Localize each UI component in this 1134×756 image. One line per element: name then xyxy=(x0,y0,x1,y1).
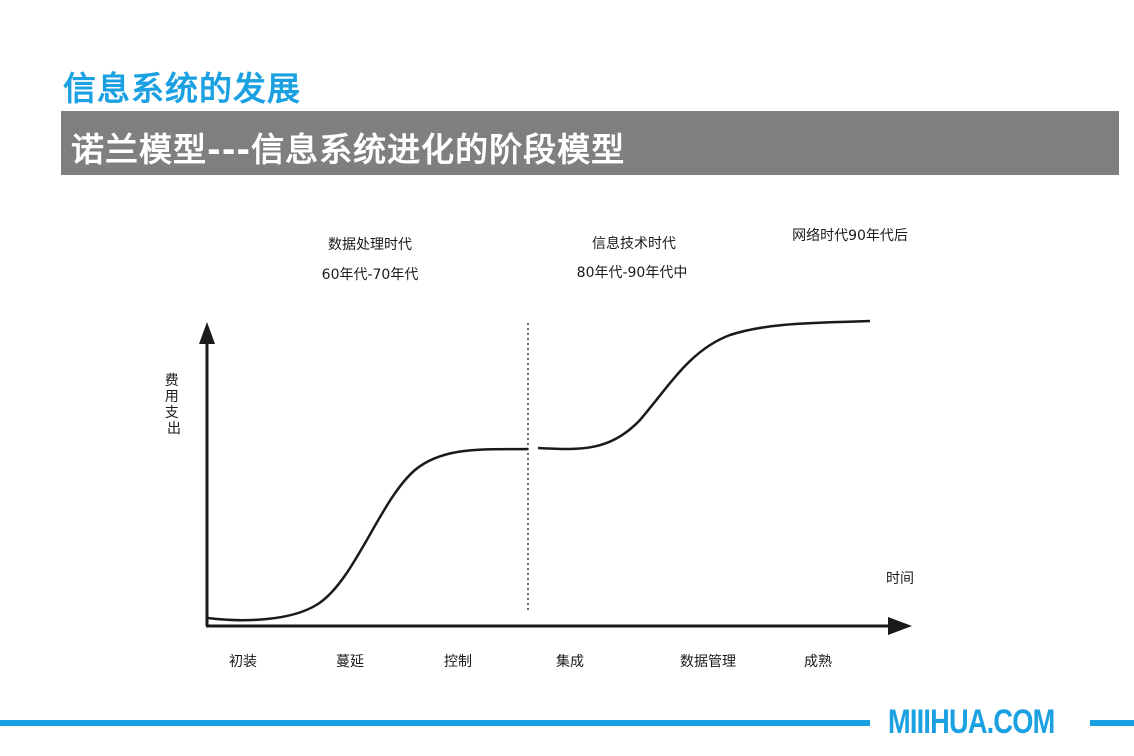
banner-title: 诺兰模型---信息系统进化的阶段模型 xyxy=(71,130,626,169)
stage-control: 控制 xyxy=(444,654,472,670)
footer-line-left xyxy=(0,720,870,726)
stage-maturity: 成熟 xyxy=(804,654,832,670)
era-1-period: 60年代-70年代 xyxy=(322,267,419,283)
stage-integration: 集成 xyxy=(556,653,584,670)
footer-line-right xyxy=(1090,720,1134,726)
y-axis-label: 费 用 支 出 xyxy=(165,373,183,437)
era-3-name: 网络时代90年代后 xyxy=(792,228,908,244)
era-2-period: 80年代-90年代中 xyxy=(577,265,688,281)
x-axis-label: 时间 xyxy=(886,571,914,587)
stage-data-administration: 数据管理 xyxy=(680,654,736,670)
footer-brand: MIIIHUA.COM xyxy=(888,703,1055,741)
y-axis-arrow xyxy=(199,322,215,344)
era-1-name: 数据处理时代 xyxy=(328,237,412,253)
era-2-name: 信息技术时代 xyxy=(592,235,676,252)
stage-contagion: 蔓延 xyxy=(336,654,364,670)
title-banner: 诺兰模型---信息系统进化的阶段模型 xyxy=(61,111,1119,175)
stage-initiation: 初装 xyxy=(229,653,257,670)
x-axis-arrow xyxy=(888,617,912,635)
growth-curve-second xyxy=(537,319,871,451)
growth-curve-first xyxy=(207,447,529,622)
slide-title: 信息系统的发展 xyxy=(63,69,301,108)
